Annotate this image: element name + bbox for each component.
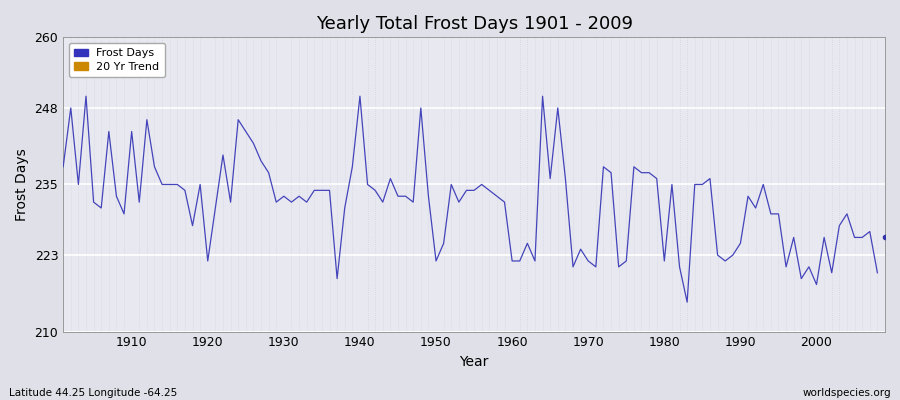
X-axis label: Year: Year (459, 355, 489, 369)
Text: worldspecies.org: worldspecies.org (803, 388, 891, 398)
Y-axis label: Frost Days: Frost Days (15, 148, 29, 221)
Text: Latitude 44.25 Longitude -64.25: Latitude 44.25 Longitude -64.25 (9, 388, 177, 398)
Legend: Frost Days, 20 Yr Trend: Frost Days, 20 Yr Trend (68, 43, 166, 77)
Title: Yearly Total Frost Days 1901 - 2009: Yearly Total Frost Days 1901 - 2009 (316, 15, 633, 33)
